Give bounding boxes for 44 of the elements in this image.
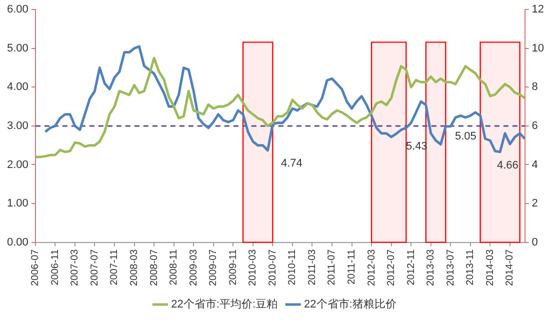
x-tick-label: 2007-07: [89, 248, 100, 286]
y-tick-label: 6.00: [6, 4, 28, 16]
y2-tick-label: 4: [532, 158, 538, 171]
y-tick-label: 0.00: [6, 236, 28, 248]
x-tick-label: 2012-07: [386, 248, 398, 286]
x-tick-label: 2006-07: [30, 248, 42, 286]
x-tick-label: 2011-07: [326, 248, 338, 286]
x-tick-label: 2008-07: [148, 248, 160, 286]
y-tick-label: 3.00: [6, 120, 28, 132]
y2-tick-label: 12: [532, 4, 544, 16]
y-tick-label: 5.00: [6, 42, 28, 54]
legend-label: 22个省市:猪粮比价: [304, 298, 396, 311]
legend-label: 22个省市:平均价:豆粕: [171, 298, 278, 311]
x-tick-label: 2008-03: [129, 248, 140, 286]
y2-tick-label: 2: [532, 198, 538, 210]
x-tick-label: 2009-07: [208, 248, 220, 286]
x-tick-label: 2010-03: [248, 248, 259, 286]
y-tick-label: 2.00: [6, 158, 28, 171]
x-tick-label: 2013-07: [445, 248, 456, 286]
x-tick-label: 2006-11: [50, 248, 61, 286]
x-tick-label: 2011-03: [306, 248, 318, 286]
y2-tick-label: 0: [532, 236, 538, 248]
annotation: 5.05: [455, 130, 476, 143]
x-tick-label: 2007-03: [70, 248, 81, 286]
y2-tick-label: 6: [532, 120, 538, 132]
x-tick-label: 2014-03: [484, 248, 496, 286]
x-tick-label: 2008-11: [168, 248, 180, 286]
y2-tick-label: 10: [532, 42, 544, 54]
x-tick-label: 2009-03: [188, 248, 200, 286]
x-tick-label: 2012-03: [366, 248, 378, 286]
y2-tick-label: 8: [532, 81, 538, 94]
annotation: 4.74: [281, 158, 302, 170]
y-tick-label: 1.00: [6, 198, 28, 210]
x-tick-label: 2012-11: [406, 248, 417, 286]
x-tick-label: 2014-07: [504, 248, 516, 286]
x-tick-label: 2009-11: [228, 248, 239, 286]
x-tick-label: 2011-11: [346, 248, 358, 285]
x-tick-label: 2010-07: [267, 248, 278, 286]
x-tick-label: 2013-03: [426, 248, 437, 286]
annotation: 4.66: [497, 160, 518, 172]
x-tick-label: 2007-11: [109, 248, 120, 286]
y-tick-label: 4.00: [6, 81, 28, 94]
x-tick-label: 2013-11: [465, 248, 476, 286]
x-tick-label: 2010-11: [287, 248, 298, 286]
